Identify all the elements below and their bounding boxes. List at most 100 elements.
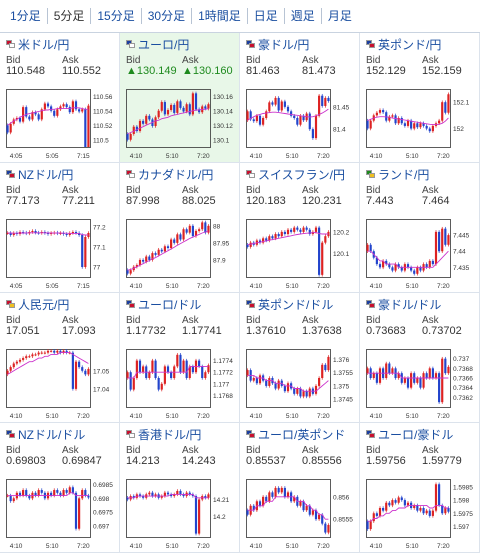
pair-title-link[interactable]: 人民元/円 <box>6 296 69 312</box>
pair-title-link[interactable]: 豪ドル/ドル <box>366 296 441 312</box>
rate-card[interactable]: ユーロ/英ポンド Bid Ask 0.85537 0.85556 0.856 0.8555 4… <box>240 423 360 553</box>
candle-body <box>431 125 434 132</box>
candlestick-chart[interactable]: 1.1774 1.1772 1.177 1.1768 4:10 5:10 7:20 <box>124 345 236 421</box>
rate-card[interactable]: ランド/円 Bid Ask 7.443 7.464 7.445 7.44 7.435 4:10 5… <box>360 163 480 293</box>
candle-body <box>9 495 12 502</box>
rate-card[interactable]: ユーロ/円 Bid Ask ▲130.149 ▲130.160 130.16 130.14 1… <box>120 33 240 163</box>
tab-timeframe-2[interactable]: 15分足 <box>90 8 140 24</box>
pair-title-link[interactable]: 英ポンド/ドル <box>246 296 333 312</box>
y-tick-label: 1.375 <box>333 383 350 390</box>
candle-body <box>182 107 185 112</box>
pair-title-link[interactable]: カナダドル/円 <box>126 166 213 182</box>
candle-body <box>366 244 369 252</box>
y-tick-label: 1.3745 <box>333 397 353 404</box>
rate-card[interactable]: スイスフラン/円 Bid Ask 120.183 120.231 120.2 120.1 4:… <box>240 163 360 293</box>
candlestick-chart[interactable]: 0.856 0.8555 4:10 5:10 7:20 <box>244 475 356 551</box>
rate-card[interactable]: 米ドル/円 Bid Ask 110.548 110.552 110.56 110.54 110… <box>0 33 120 163</box>
rate-card[interactable]: NZドル/ドル Bid Ask 0.69803 0.69847 0.6985 0.698 0.… <box>0 423 120 553</box>
pair-title-link[interactable]: スイスフラン/円 <box>246 166 345 182</box>
candle-body <box>314 115 318 139</box>
candlestick-chart[interactable]: 1.376 1.3755 1.375 1.3745 4:10 5:10 7:20 <box>244 345 356 421</box>
rate-card[interactable]: 香港ドル/円 Bid Ask 14.213 14.243 14.21 14.2 4:10 5:1… <box>120 423 240 553</box>
pair-title-link[interactable]: 豪ドル/円 <box>246 36 309 52</box>
candle-body <box>46 103 50 107</box>
candle-body <box>84 370 87 375</box>
candlestick-chart[interactable]: 17.05 17.04 4:10 5:10 7:20 <box>4 345 116 421</box>
tab-timeframe-6[interactable]: 週足 <box>283 8 321 24</box>
tab-timeframe-5[interactable]: 日足 <box>246 8 284 24</box>
candle-body <box>176 234 179 243</box>
bid-number: 1.37610 <box>246 325 286 337</box>
rate-card[interactable]: 豪ドル/ドル Bid Ask 0.73683 0.73702 0.737 0.7368 0.7… <box>360 293 480 423</box>
rate-card[interactable]: NZドル/円 Bid Ask 77.173 77.211 77.2 77.1 77 4:05 5:… <box>0 163 120 293</box>
bid-label: Bid <box>246 445 261 456</box>
currency-flags-icon <box>246 170 256 178</box>
ask-number: 152.159 <box>422 65 462 77</box>
candle-body <box>391 368 394 374</box>
candle-body <box>321 95 324 106</box>
ask-value: 110.552 <box>62 65 101 77</box>
y-tick-label: 1.598 <box>453 498 470 505</box>
candle-body <box>135 126 138 132</box>
candlestick-chart[interactable]: 0.737 0.7368 0.7366 0.7364 0.7362 4:10 5:10 7:2… <box>364 345 476 421</box>
rate-card[interactable]: 英ポンド/円 Bid Ask 152.129 152.159 152.1 152 4:10 5:… <box>360 33 480 163</box>
candlestick-chart[interactable]: 130.16 130.14 130.12 130.1 4:10 5:10 7:20 <box>124 85 236 161</box>
pair-title-link[interactable]: ユーロ/ドル <box>126 296 201 312</box>
candle-body <box>413 270 416 274</box>
tab-timeframe-3[interactable]: 30分足 <box>140 8 191 24</box>
rate-card[interactable]: 人民元/円 Bid Ask 17.051 17.093 17.05 17.04 4:10 5:1… <box>0 293 120 423</box>
candle-body <box>68 352 71 354</box>
candle-body <box>74 101 78 110</box>
rate-card[interactable]: ユーロ/ドル Bid Ask 1.17732 1.17741 1.1774 1.1772 1.… <box>120 293 240 423</box>
candlestick-chart[interactable]: 1.5985 1.598 1.5975 1.597 4:10 5:10 7:20 <box>364 475 476 551</box>
candle-body <box>62 104 65 107</box>
candle-body <box>157 378 160 390</box>
pair-title-link[interactable]: NZドル/円 <box>6 166 73 182</box>
pair-title-link[interactable]: ランド/円 <box>366 166 429 182</box>
candle-body <box>394 500 397 503</box>
currency-flags-icon <box>366 170 376 178</box>
tab-timeframe-0[interactable]: 1分足 <box>10 9 41 23</box>
pair-name: 米ドル/円 <box>18 37 70 52</box>
candle-body <box>25 356 28 359</box>
candlestick-chart[interactable]: 14.21 14.2 4:10 5:10 7:20 <box>124 475 236 551</box>
currency-flags-icon <box>126 430 136 438</box>
candlestick-chart[interactable]: 110.56 110.54 110.52 110.5 4:05 5:05 7:15 <box>4 85 116 161</box>
candlestick-chart[interactable]: 77.2 77.1 77 4:05 5:05 7:15 <box>4 215 116 291</box>
ask-label: Ask <box>302 445 319 456</box>
currency-flags-icon <box>366 40 376 48</box>
tab-timeframe-7[interactable]: 月足 <box>320 8 358 24</box>
candle-body <box>160 102 163 111</box>
candle-body <box>34 354 37 356</box>
candlestick-chart[interactable]: 7.445 7.44 7.435 4:10 5:10 7:20 <box>364 215 476 291</box>
pair-title-link[interactable]: NZドル/ドル <box>6 426 85 442</box>
candlestick-chart[interactable]: 0.6985 0.698 0.6975 0.697 4:10 5:10 7:20 <box>4 475 116 551</box>
pair-title-link[interactable]: 米ドル/円 <box>6 36 69 52</box>
rate-card[interactable]: カナダドル/円 Bid Ask 87.998 88.025 88 87.95 87.9 4:10… <box>120 163 240 293</box>
ask-number: 88.025 <box>182 195 216 207</box>
candle-body <box>132 378 135 390</box>
candle-body <box>138 259 142 266</box>
currency-flags-icon <box>126 40 136 48</box>
candlestick-chart[interactable]: 152.1 152 4:10 5:10 7:20 <box>364 85 476 161</box>
rate-card[interactable]: 豪ドル/円 Bid Ask 81.463 81.473 81.45 81.4 4:10 5:10… <box>240 33 360 163</box>
candlestick-chart[interactable]: 81.45 81.4 4:10 5:10 7:20 <box>244 85 356 161</box>
pair-title-link[interactable]: ユーロ/豪ドル <box>366 426 453 442</box>
rate-card[interactable]: ユーロ/豪ドル Bid Ask 1.59756 1.59779 1.5985 1.598 1.… <box>360 423 480 553</box>
pair-title-link[interactable]: 香港ドル/円 <box>126 426 201 442</box>
tab-timeframe-4[interactable]: 1時間足 <box>191 8 247 24</box>
candlestick-chart[interactable]: 88 87.95 87.9 4:10 5:10 7:20 <box>124 215 236 291</box>
currency-flags-icon <box>366 430 376 438</box>
x-tick-label: 4:10 <box>10 543 23 550</box>
candle-body <box>53 110 56 116</box>
moving-average-line <box>127 230 209 271</box>
pair-title-link[interactable]: ユーロ/英ポンド <box>246 426 345 442</box>
pair-title-link[interactable]: ユーロ/円 <box>126 36 189 52</box>
candlestick-chart[interactable]: 120.2 120.1 4:10 5:10 7:20 <box>244 215 356 291</box>
candle-body <box>366 368 369 374</box>
x-tick-label: 5:05 <box>46 153 59 160</box>
rate-card[interactable]: 英ポンド/ドル Bid Ask 1.37610 1.37638 1.376 1.3755 1.… <box>240 293 360 423</box>
pair-title-link[interactable]: 英ポンド/円 <box>366 36 441 52</box>
candle-body <box>65 234 68 235</box>
tab-timeframe-1[interactable]: 5分足 <box>46 8 91 24</box>
